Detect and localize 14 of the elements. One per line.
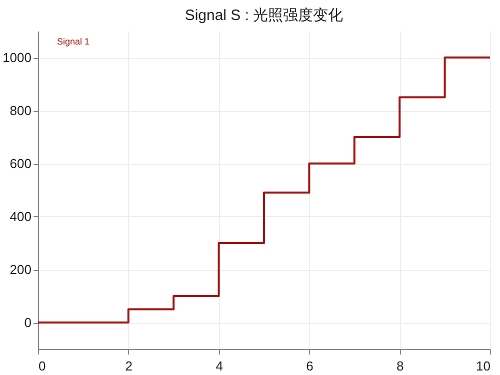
x-tick-label: 0 xyxy=(38,358,46,374)
y-tick-label: 0 xyxy=(24,315,32,330)
y-tick-label: 400 xyxy=(10,209,32,224)
x-tick-label: 10 xyxy=(476,358,490,374)
y-tick-label: 800 xyxy=(10,103,32,118)
x-tick-label: 4 xyxy=(216,358,223,374)
x-tick-label: 6 xyxy=(306,358,314,374)
chart-title: Signal S : 光照强度变化 xyxy=(184,7,344,24)
y-tick-label: 1000 xyxy=(2,50,32,65)
x-tick-label: 8 xyxy=(396,358,404,374)
text: Signal 1 xyxy=(57,36,90,46)
y-tick-label: 600 xyxy=(10,156,32,171)
x-tick-label: 2 xyxy=(125,358,133,374)
y-tick-label: 200 xyxy=(10,262,32,277)
